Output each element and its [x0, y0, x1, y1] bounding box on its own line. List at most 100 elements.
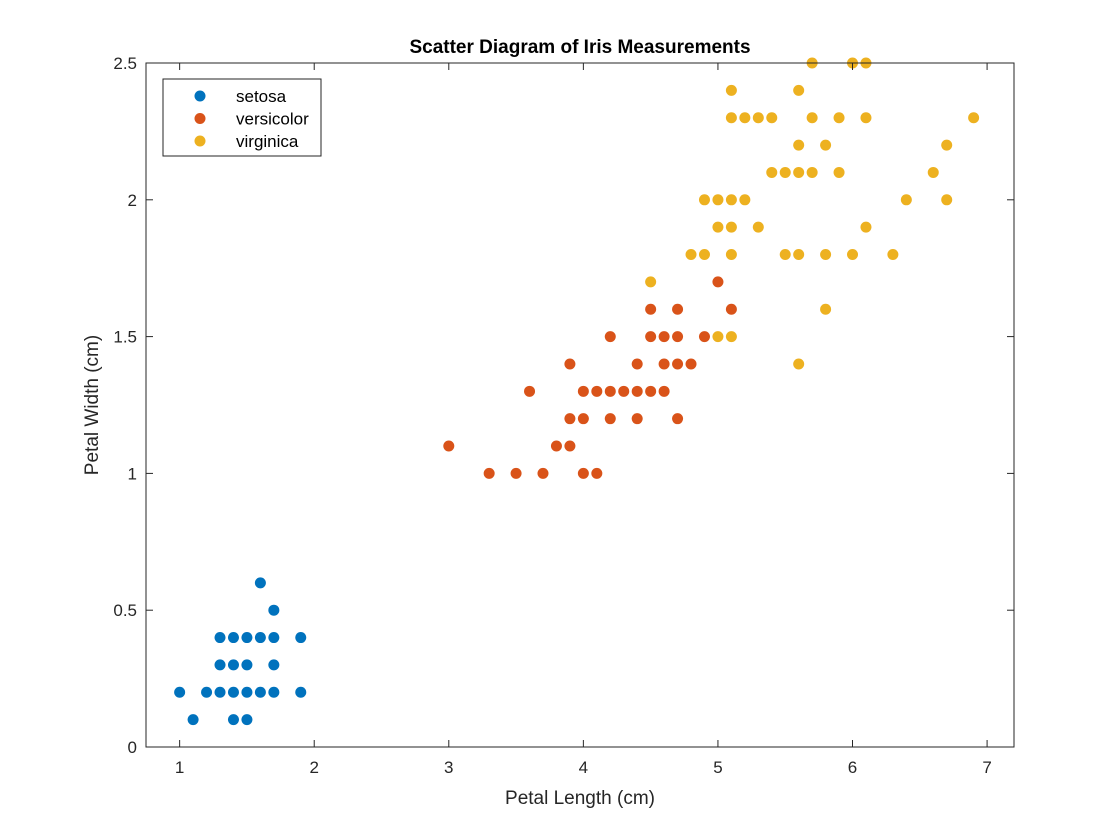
versicolor-point [564, 358, 576, 370]
virginica-point [739, 112, 751, 124]
x-tick-label: 7 [982, 758, 991, 777]
data-points-layer [174, 57, 980, 726]
y-tick-label: 2.5 [113, 54, 137, 73]
versicolor-point [564, 440, 576, 452]
versicolor-point [645, 303, 657, 315]
setosa-point [201, 686, 213, 698]
virginica-point [793, 166, 805, 178]
y-tick-label: 0 [128, 738, 137, 757]
versicolor-point [524, 385, 536, 397]
virginica-point [725, 221, 737, 233]
versicolor-point [443, 440, 455, 452]
virginica-point [712, 221, 724, 233]
virginica-point [645, 276, 657, 288]
versicolor-point [672, 358, 684, 370]
setosa-point [214, 686, 226, 698]
y-tick-label: 0.5 [113, 601, 137, 620]
versicolor-point [712, 276, 724, 288]
versicolor-point [631, 385, 643, 397]
versicolor-point [591, 467, 603, 479]
x-tick-label: 3 [444, 758, 453, 777]
legend-marker-setosa [194, 90, 206, 102]
versicolor-point [510, 467, 522, 479]
versicolor-point [672, 303, 684, 315]
virginica-point [698, 249, 710, 261]
legend-items: setosa versicolor virginica [194, 87, 309, 151]
virginica-point [698, 194, 710, 206]
setosa-point [295, 686, 307, 698]
virginica-point [793, 358, 805, 370]
virginica-point [806, 166, 818, 178]
setosa-point [254, 686, 266, 698]
versicolor-point [658, 385, 670, 397]
y-tick-label: 1 [128, 464, 137, 483]
setosa-point [254, 632, 266, 644]
setosa-point [214, 659, 226, 671]
versicolor-point [564, 413, 576, 425]
virginica-point [968, 112, 980, 124]
virginica-point [779, 166, 791, 178]
legend-marker-versicolor [194, 113, 206, 124]
setosa-point [241, 686, 253, 698]
versicolor-point [631, 358, 643, 370]
virginica-point [725, 331, 737, 343]
setosa-point [187, 714, 199, 726]
virginica-point [766, 112, 778, 124]
virginica-point [793, 84, 805, 96]
versicolor-point [537, 467, 549, 479]
virginica-point [900, 194, 912, 206]
versicolor-point [577, 385, 589, 397]
y-tick-label: 1.5 [113, 328, 137, 347]
virginica-point [887, 249, 899, 261]
setosa-point [268, 659, 280, 671]
legend-marker-virginica [194, 135, 206, 147]
setosa-point [227, 714, 239, 726]
versicolor-point [672, 331, 684, 343]
versicolor-point [645, 385, 657, 397]
virginica-point [752, 221, 764, 233]
x-tick-label: 1 [175, 758, 184, 777]
virginica-point [820, 303, 832, 315]
legend-label-virginica: virginica [236, 132, 299, 151]
legend: setosa versicolor virginica [162, 78, 322, 157]
x-tick-label: 5 [713, 758, 722, 777]
virginica-point [833, 112, 845, 124]
setosa-point [174, 686, 186, 698]
versicolor-point [645, 331, 657, 343]
setosa-point [268, 604, 280, 616]
versicolor-point [604, 385, 616, 397]
versicolor-point [685, 358, 697, 370]
versicolor-point [725, 303, 737, 315]
ticks-layer: 1 2 3 4 5 6 7 0 0.5 1 1.5 2 2.5 [113, 54, 1014, 777]
virginica-point [860, 221, 872, 233]
versicolor-point [658, 331, 670, 343]
setosa-point [254, 577, 266, 589]
virginica-point [752, 112, 764, 124]
virginica-point [725, 249, 737, 261]
virginica-point [779, 249, 791, 261]
axes-box [145, 62, 1015, 748]
virginica-point [725, 194, 737, 206]
series-setosa [174, 577, 307, 726]
x-axis-label: Petal Length (cm) [505, 788, 655, 809]
versicolor-point [604, 331, 616, 343]
versicolor-point [672, 413, 684, 425]
versicolor-point [591, 385, 603, 397]
series-versicolor [443, 276, 737, 479]
setosa-point [227, 686, 239, 698]
setosa-point [241, 659, 253, 671]
virginica-point [860, 112, 872, 124]
virginica-point [927, 166, 939, 178]
y-axis-label: Petal Width (cm) [82, 335, 103, 475]
chart-title: Scatter Diagram of Iris Measurements [409, 37, 750, 58]
versicolor-point [631, 413, 643, 425]
x-tick-label: 4 [579, 758, 588, 777]
setosa-point [268, 686, 280, 698]
x-tick-label: 2 [309, 758, 318, 777]
virginica-point [712, 194, 724, 206]
setosa-point [241, 714, 253, 726]
versicolor-point [550, 440, 562, 452]
virginica-point [793, 139, 805, 151]
virginica-point [833, 166, 845, 178]
